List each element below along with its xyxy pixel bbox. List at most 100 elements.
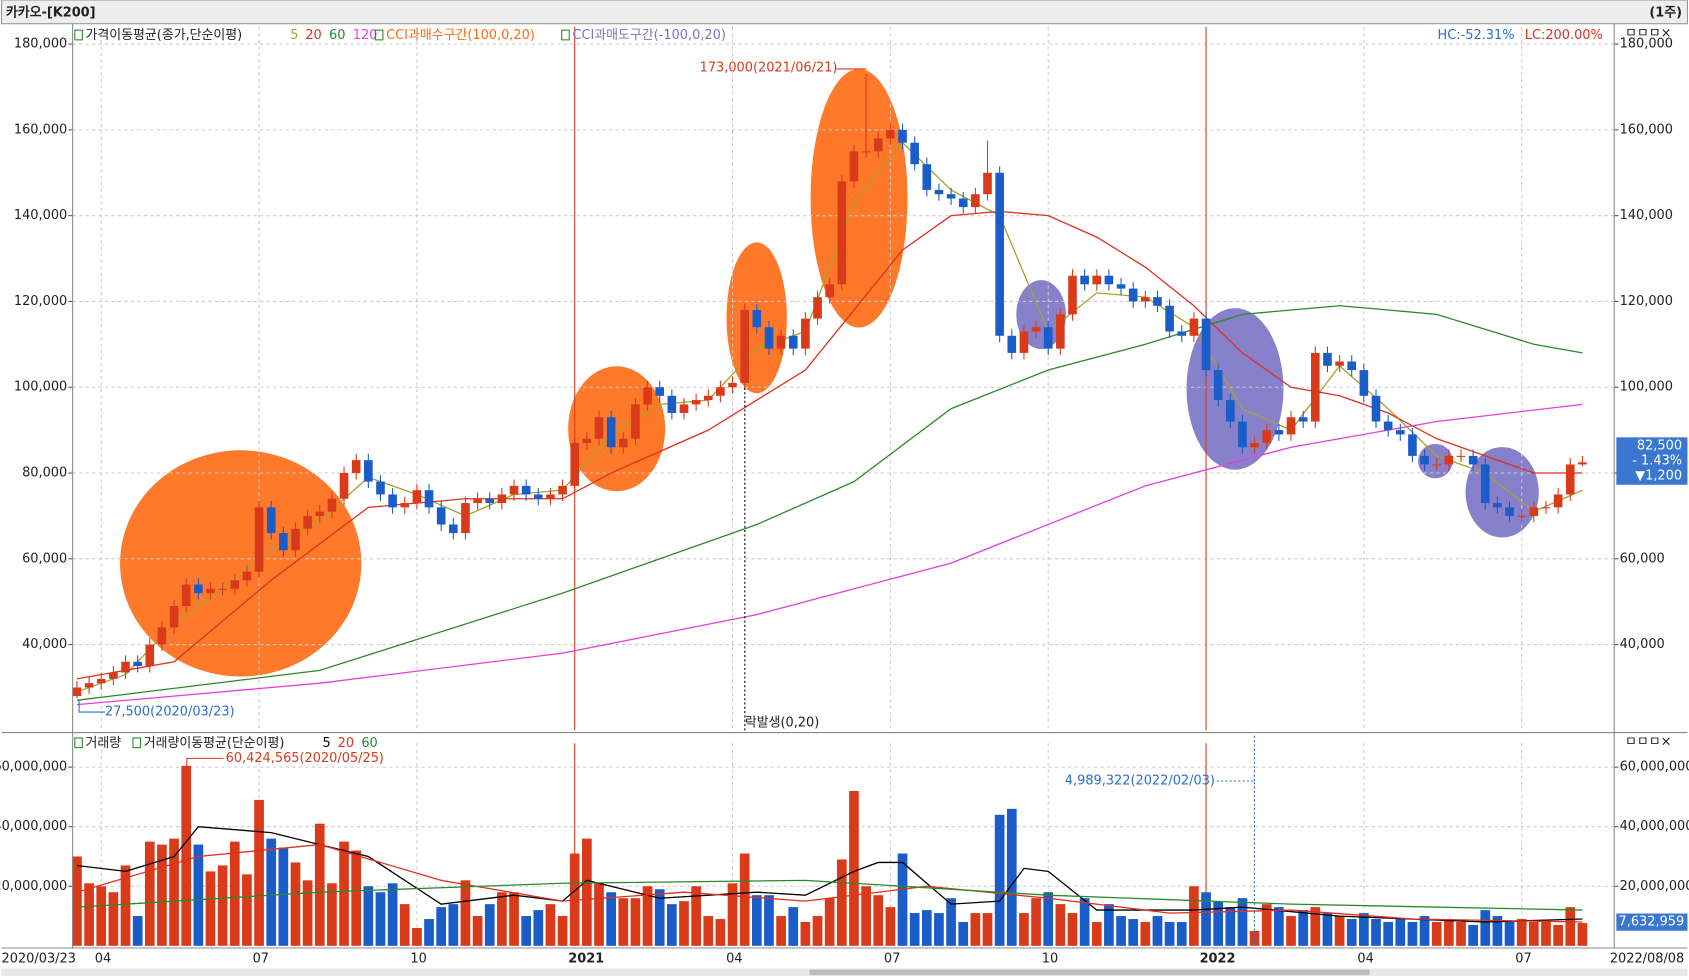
- volume-bar: [1359, 913, 1369, 946]
- volume-bar: [618, 898, 629, 946]
- candle-body: [1177, 331, 1187, 336]
- candle-body: [837, 181, 847, 285]
- legend-entry: 5: [323, 736, 331, 751]
- scroll-thumb[interactable]: [809, 969, 1370, 975]
- y-tick-label: 180,000: [14, 37, 67, 52]
- candle-body: [1371, 395, 1381, 422]
- volume-bar: [1201, 892, 1211, 946]
- volume-bar: [764, 895, 774, 946]
- candle-body: [570, 442, 580, 486]
- volume-bar: [339, 841, 349, 946]
- y-tick-label: 180,000: [1620, 37, 1673, 52]
- last-volume: 7,632,959: [1619, 915, 1685, 930]
- y-tick-label: 60,000,000: [0, 760, 67, 775]
- volume-bar: [1431, 922, 1442, 946]
- volume-bar: [120, 865, 131, 946]
- candle-body: [303, 515, 312, 529]
- volume-bar: [849, 790, 859, 946]
- volume-bar: [387, 883, 398, 946]
- candle-body: [582, 438, 592, 443]
- candle-body: [133, 661, 142, 667]
- candle-body: [813, 297, 822, 319]
- ma-line: [76, 843, 1583, 923]
- volume-bar: [1237, 898, 1248, 946]
- y-tick-label: 40,000: [1620, 637, 1665, 652]
- volume-bar: [217, 865, 228, 946]
- y-tick-label: 60,000: [1620, 551, 1665, 566]
- legend-entry: 120: [353, 28, 378, 43]
- candle-body: [1153, 297, 1162, 306]
- candle-body: [1310, 352, 1320, 422]
- volume-bar: [824, 898, 835, 946]
- candle-body: [388, 494, 397, 508]
- candle-body: [703, 395, 713, 401]
- candle-body: [1080, 275, 1089, 285]
- volume-bar: [484, 904, 495, 946]
- candle-body: [1359, 370, 1369, 396]
- legend-icon[interactable]: [74, 737, 83, 749]
- volume-bar: [642, 886, 653, 946]
- candle-body: [1201, 318, 1211, 371]
- candle-body: [84, 683, 94, 688]
- volume-bar: [266, 838, 277, 946]
- y-tick-label: 120,000: [14, 294, 67, 309]
- volume-bar: [181, 765, 192, 946]
- candle-body: [145, 644, 155, 667]
- candle-body: [1383, 421, 1393, 431]
- x-tick-label: 07: [253, 951, 269, 966]
- volume-bar: [1407, 922, 1418, 946]
- candle-body: [254, 507, 264, 572]
- annotation-line: [1216, 734, 1255, 944]
- legend-entry: 60: [329, 28, 345, 43]
- y-tick-label: 140,000: [14, 208, 67, 223]
- volume-bar: [1164, 922, 1175, 946]
- ma-line: [76, 305, 1583, 701]
- candle-body: [461, 503, 470, 534]
- volume-bar: [460, 880, 471, 946]
- annotation: 4,989,322(2022/02/03): [1065, 774, 1215, 789]
- lc-label: LC:200.00%: [1525, 28, 1603, 43]
- y-tick-label: 40,000,000: [0, 819, 67, 834]
- volume-bar: [934, 913, 944, 946]
- volume-bar: [1334, 916, 1345, 946]
- candle-body: [618, 438, 628, 448]
- candle-body: [776, 335, 786, 349]
- panel-icons[interactable]: ㅁㅁㅁ×: [1625, 26, 1671, 41]
- volume-bar: [1176, 922, 1187, 946]
- legend-icon[interactable]: [561, 29, 570, 41]
- legend-icon[interactable]: [374, 29, 384, 41]
- volume-bar: [351, 850, 362, 946]
- candle-body: [1116, 284, 1126, 289]
- last-price: 82,500: [1637, 438, 1682, 453]
- y-tick-label: 20,000,000: [0, 879, 67, 894]
- y-tick-label: 160,000: [14, 122, 67, 137]
- volume-bar: [1043, 892, 1054, 946]
- legend-icon[interactable]: [74, 29, 83, 41]
- legend-title: 가격이동평균(종가,단순이평): [86, 28, 243, 43]
- candle-body: [424, 490, 434, 508]
- candle-body: [558, 485, 567, 495]
- volume-bar: [873, 895, 884, 946]
- x-tick-label: 2021: [568, 951, 604, 966]
- volume-bar: [1140, 922, 1151, 946]
- candle-body: [934, 189, 944, 195]
- y-tick-label: 140,000: [1620, 208, 1673, 223]
- volume-bar: [897, 853, 908, 946]
- volume-bar: [1286, 916, 1296, 946]
- volume-bar: [861, 886, 871, 946]
- candle-body: [606, 417, 616, 448]
- legend-icon[interactable]: [132, 737, 142, 749]
- volume-bar: [1310, 907, 1321, 946]
- volume-bar: [472, 916, 483, 946]
- y-tick-label: 80,000: [22, 466, 67, 481]
- volume-bar: [424, 919, 434, 946]
- volume-bar: [436, 907, 447, 946]
- candle-body: [400, 503, 410, 508]
- volume-bar: [703, 916, 714, 946]
- candle-body: [169, 605, 179, 628]
- panel-icons[interactable]: ㅁㅁㅁ×: [1625, 735, 1671, 750]
- candle-body: [157, 627, 167, 645]
- candle-body: [1553, 494, 1563, 508]
- candle-body: [1468, 455, 1478, 465]
- candle-body: [1068, 275, 1077, 315]
